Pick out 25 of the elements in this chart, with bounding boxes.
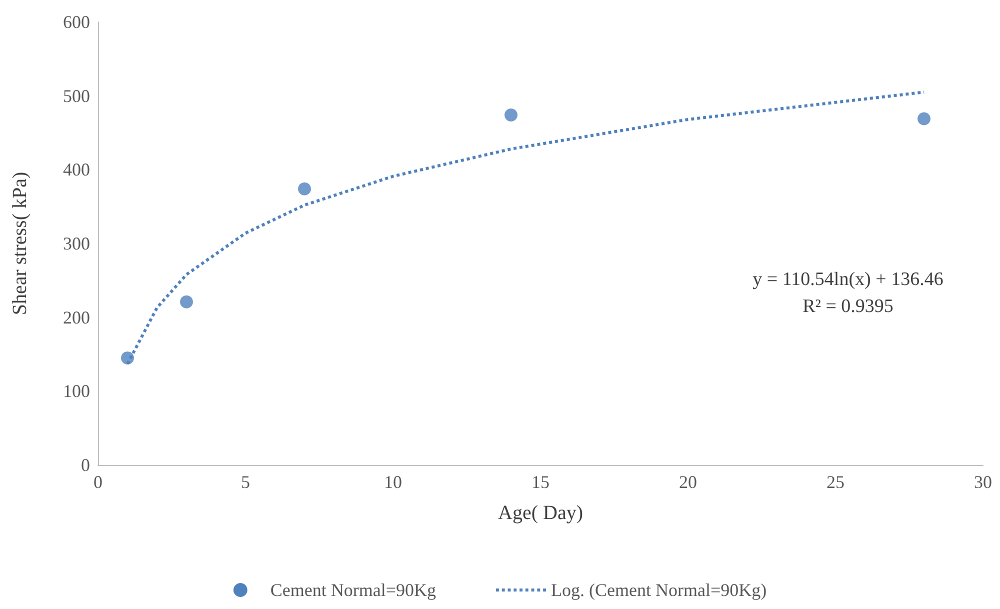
y-tick-label: 200 [63,307,90,328]
x-axis-title: Age( Day) [498,502,583,524]
y-tick-label: 300 [63,234,90,254]
y-tick-label: 100 [63,381,90,402]
x-tick-label: 15 [532,472,550,492]
y-tick-label: 500 [63,86,90,106]
annotation: y = 110.54ln(x) + 136.46 [752,269,944,290]
legend-label: Cement Normal=90Kg [270,580,436,600]
y-axis-title: Shear stress( kPa) [9,172,31,316]
point [180,295,193,308]
y-tick-label: 0 [81,455,90,475]
point [298,182,311,196]
x-tick-label: 25 [826,472,844,492]
x-tick-label: 5 [241,472,250,492]
point [121,351,134,364]
point [504,108,518,122]
annotation: R² = 0.9395 [802,296,894,317]
x-tick-label: 0 [94,472,102,492]
point [918,112,930,126]
x-tick-label: 20 [679,472,697,492]
y-tick-label: 400 [63,160,90,180]
x-tick-label: 10 [384,472,402,492]
legend-label: Log. (Cement Normal=90Kg) [551,580,767,600]
x-tick-label: 30 [974,472,992,492]
y-tick-label: 600 [63,12,90,32]
